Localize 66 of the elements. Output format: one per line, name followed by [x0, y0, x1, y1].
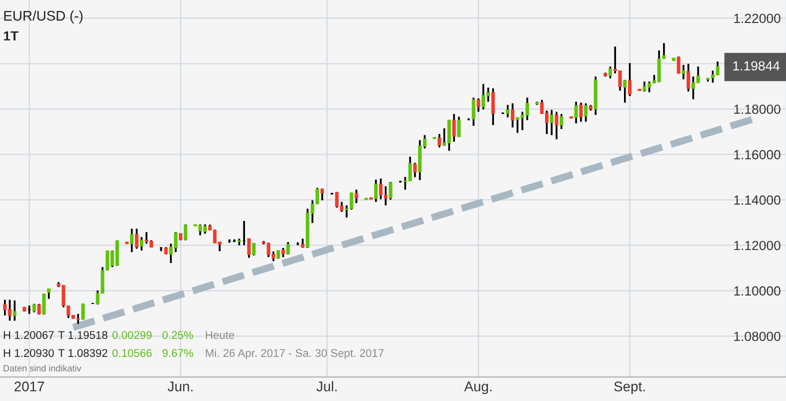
candlestick [47, 288, 51, 300]
annotation: 9.67% [162, 349, 194, 357]
candlestick [457, 116, 461, 138]
y-tick-label: 1.18000 [734, 104, 780, 114]
candlestick [686, 62, 690, 92]
text: EUR/USD (-) [4, 10, 83, 24]
candlestick [388, 181, 392, 201]
x-tick-label: 2017 [14, 382, 44, 392]
annotation: H 1.20067 [4, 331, 54, 339]
candlestick [628, 62, 632, 97]
y-tick-label: 1.16000 [734, 150, 780, 160]
candlestick [574, 100, 578, 124]
candlestick [300, 238, 304, 249]
candlestick [682, 64, 686, 80]
annotation: 0.10566 [112, 349, 152, 357]
candlestick [247, 238, 251, 259]
x-tick-label: Sept. [614, 382, 645, 394]
candlestick [140, 236, 144, 252]
annotation: 0.00299 [112, 331, 152, 339]
candlestick [623, 79, 627, 104]
annotation: 0.25% [162, 331, 194, 339]
candlestick [316, 186, 320, 206]
annotation: Mi. 26 Apr. 2017 - Sa. 30 Sept. 2017 [206, 348, 384, 360]
candlestick [413, 162, 417, 178]
annotation: T 1.08392 [58, 349, 108, 357]
candlestick [560, 113, 564, 130]
candlestick [579, 102, 583, 123]
y-tick-label: 1.08000 [734, 332, 780, 342]
candlestick [491, 87, 495, 126]
candlestick [130, 228, 134, 253]
candlestick [506, 104, 510, 118]
candlestick [184, 223, 188, 242]
y-tick-label: 1.14000 [734, 195, 780, 205]
candlestick [281, 247, 285, 258]
candlestick [608, 66, 612, 80]
x-tick-label: Jun. [168, 382, 192, 392]
candlestick [584, 102, 588, 123]
x-tick-label: Aug. [464, 382, 492, 394]
candlestick [550, 109, 554, 136]
text: 1T [4, 31, 18, 40]
candlestick [286, 241, 290, 256]
candlestick [320, 188, 324, 202]
candlestick [252, 242, 256, 256]
y-tick-label: 1.12000 [734, 240, 780, 250]
candlestick [438, 133, 442, 148]
candlestick [452, 113, 456, 143]
candlestick [374, 178, 378, 203]
candlestick [510, 102, 514, 128]
candlestick [134, 228, 138, 250]
candlestick [662, 42, 666, 60]
candlestick [81, 302, 85, 320]
x-tick-label: Jul. [316, 381, 337, 392]
annotation: Daten sind indikativ [4, 364, 82, 372]
candlestick [42, 292, 46, 316]
annotation: 1.19844 [733, 61, 780, 71]
annotation: Heute [206, 331, 234, 339]
candlestick [554, 110, 558, 140]
y-tick-label: 1.22000 [734, 14, 780, 24]
candlestick [472, 96, 476, 127]
y-tick-label: 1.10000 [734, 286, 780, 296]
candlestick [476, 97, 480, 113]
candlestick [354, 188, 358, 204]
annotation: H 1.20930 [4, 349, 54, 357]
annotation: T 1.19518 [58, 331, 108, 339]
candlestick [12, 300, 16, 322]
candlestick [676, 56, 680, 74]
